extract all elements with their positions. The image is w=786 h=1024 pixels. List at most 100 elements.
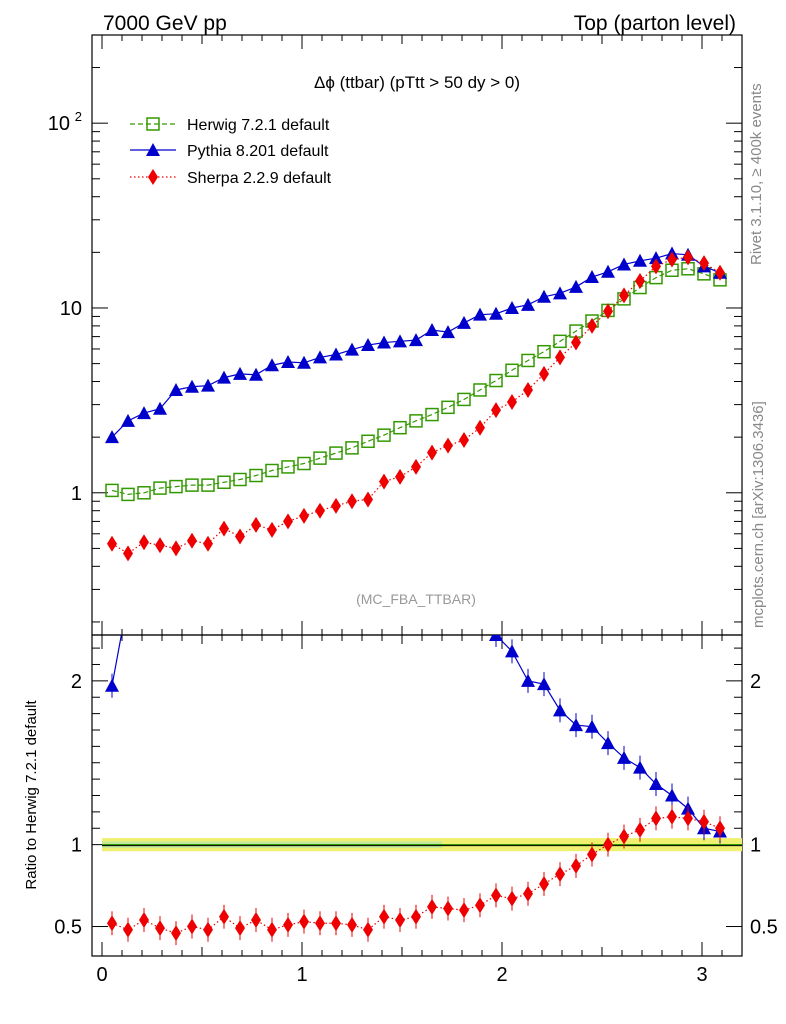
data-point-triangle bbox=[105, 678, 119, 692]
main-y-tick-labels: 1 10 10 2 bbox=[48, 109, 82, 505]
data-point-diamond bbox=[171, 925, 181, 942]
data-point-diamond bbox=[603, 303, 613, 320]
data-point-square bbox=[265, 463, 279, 478]
data-point-triangle bbox=[249, 367, 263, 381]
data-point-triangle bbox=[153, 561, 167, 574]
data-point-square bbox=[169, 479, 183, 494]
plot-title: Δϕ (ttbar) (pTtt > 50 dy > 0) bbox=[314, 73, 520, 92]
header-left: 7000 GeV pp bbox=[103, 12, 227, 35]
data-point-diamond bbox=[347, 493, 357, 510]
data-point-diamond bbox=[651, 258, 661, 275]
ratio-panel-frame bbox=[91, 634, 743, 957]
data-point-triangle bbox=[313, 428, 327, 441]
ratio-series-layer bbox=[105, 395, 727, 946]
data-point-triangle bbox=[345, 445, 359, 458]
data-point-triangle bbox=[281, 395, 295, 408]
data-point-square bbox=[521, 353, 535, 368]
data-point-diamond bbox=[235, 920, 245, 937]
data-point-diamond bbox=[699, 255, 709, 272]
main-y-ticks bbox=[92, 34, 743, 635]
data-point-square bbox=[553, 334, 567, 349]
data-point-diamond bbox=[555, 866, 565, 883]
data-point-triangle bbox=[537, 677, 551, 691]
x-tick-label: 2 bbox=[496, 964, 507, 986]
data-point-square bbox=[345, 441, 359, 455]
ratio-tick-labels: 0.5 0.5 1 1 2 2 bbox=[54, 671, 778, 939]
data-point-triangle bbox=[553, 286, 567, 300]
ratio-y-tick-label-left: 2 bbox=[71, 671, 82, 693]
data-point-square bbox=[505, 363, 519, 378]
data-point-diamond bbox=[699, 813, 709, 830]
data-point-triangle bbox=[505, 644, 519, 658]
data-point-triangle bbox=[137, 559, 151, 572]
data-point-triangle bbox=[361, 461, 375, 474]
ratio-y-axis-label: Ratio to Herwig 7.2.1 default bbox=[23, 700, 40, 890]
data-point-triangle bbox=[553, 703, 567, 717]
data-point-triangle bbox=[265, 395, 279, 408]
data-point-diamond bbox=[523, 885, 533, 902]
data-point-triangle bbox=[169, 461, 183, 474]
data-point-triangle bbox=[121, 592, 135, 605]
data-point-diamond bbox=[171, 540, 181, 557]
legend-item-sherpa: Sherpa 2.2.9 default bbox=[130, 169, 332, 187]
data-point-triangle bbox=[569, 718, 583, 732]
data-point-triangle bbox=[665, 788, 679, 802]
legend-item-pythia: Pythia 8.201 default bbox=[130, 143, 329, 160]
data-point-diamond bbox=[379, 908, 389, 925]
data-point-diamond bbox=[587, 846, 597, 863]
data-point-diamond bbox=[363, 491, 373, 508]
data-point-triangle bbox=[201, 436, 215, 449]
data-point-triangle bbox=[329, 347, 343, 361]
data-point-diamond bbox=[571, 334, 581, 351]
data-point-diamond bbox=[411, 908, 421, 925]
analysis-watermark: (MC_FBA_TTBAR) bbox=[356, 591, 476, 607]
data-point-diamond bbox=[555, 349, 565, 366]
data-point-diamond bbox=[507, 393, 517, 410]
data-point-diamond bbox=[507, 890, 517, 907]
data-point-triangle bbox=[201, 378, 215, 392]
legend-item-herwig: Herwig 7.2.1 default bbox=[130, 117, 330, 134]
data-point-diamond bbox=[315, 502, 325, 519]
data-point-diamond bbox=[155, 920, 165, 937]
ratio-y-tick-label-right: 2 bbox=[750, 671, 761, 693]
data-point-square bbox=[233, 472, 247, 487]
data-point-square bbox=[329, 446, 343, 460]
data-point-square bbox=[121, 487, 135, 502]
data-point-diamond bbox=[123, 545, 133, 562]
data-point-diamond bbox=[251, 516, 261, 533]
data-point-diamond bbox=[667, 808, 677, 825]
data-point-triangle bbox=[473, 307, 487, 321]
series-line bbox=[111, 256, 721, 555]
y-tick-label: 10 bbox=[60, 298, 82, 320]
ratio-series-line bbox=[111, 635, 721, 833]
main-series-layer bbox=[105, 246, 727, 562]
series-line bbox=[111, 268, 721, 496]
data-point-square bbox=[297, 456, 311, 471]
data-point-triangle bbox=[265, 358, 279, 372]
data-point-triangle bbox=[217, 395, 231, 408]
data-point-triangle bbox=[617, 750, 631, 764]
mcplots-label: mcplots.cern.ch [arXiv:1306.3436] bbox=[750, 401, 767, 628]
data-point-diamond bbox=[379, 473, 389, 490]
ratio-y-tick-label-right: 0.5 bbox=[750, 917, 778, 939]
data-point-diamond bbox=[315, 915, 325, 932]
data-point-diamond bbox=[155, 537, 165, 554]
data-point-square bbox=[457, 392, 471, 407]
data-point-diamond bbox=[187, 532, 197, 549]
data-point-triangle bbox=[105, 430, 119, 444]
x-tick-label: 0 bbox=[96, 964, 107, 986]
data-point-triangle bbox=[249, 428, 263, 441]
data-point-diamond bbox=[459, 902, 469, 919]
data-point-diamond bbox=[603, 836, 613, 853]
data-point-triangle bbox=[409, 333, 423, 347]
data-point-diamond bbox=[187, 918, 197, 935]
x-tick-label: 1 bbox=[296, 964, 307, 986]
ratio-reference-band bbox=[102, 838, 742, 852]
data-point-diamond bbox=[219, 908, 229, 925]
rivet-label: Rivet 3.1.10, ≥ 400k events bbox=[748, 83, 765, 265]
data-point-square bbox=[137, 486, 151, 500]
data-point-diamond bbox=[651, 810, 661, 827]
data-point-triangle bbox=[649, 777, 663, 791]
data-point-square bbox=[537, 344, 551, 359]
data-point-diamond bbox=[619, 828, 629, 845]
